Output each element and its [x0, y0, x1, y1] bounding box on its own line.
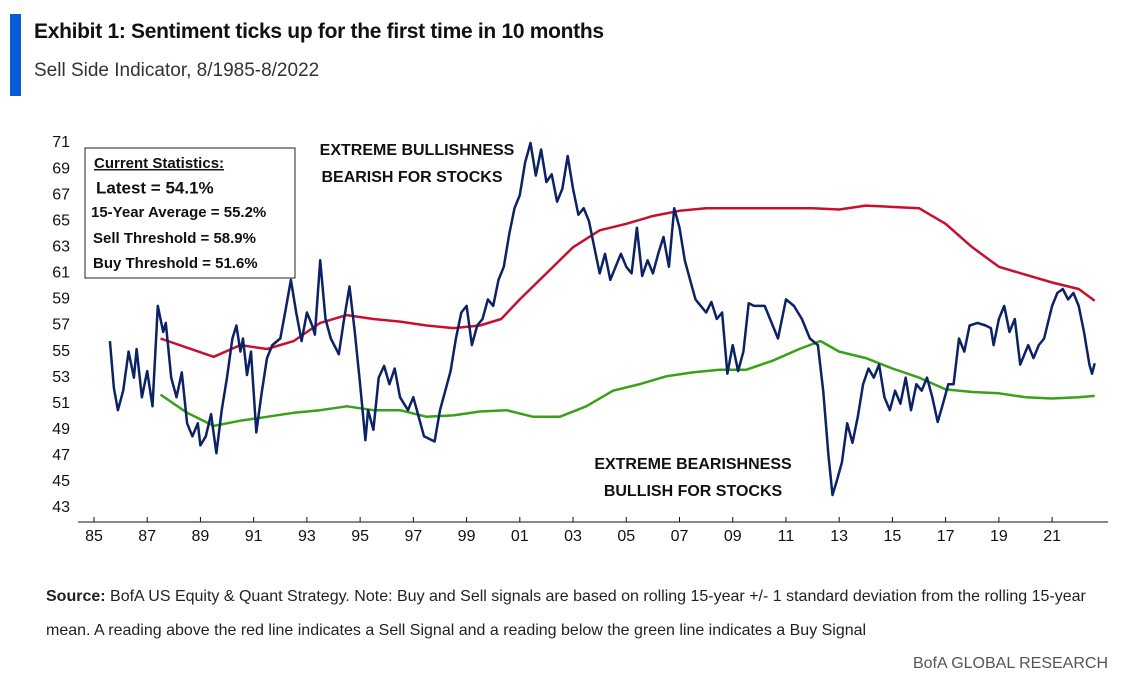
stats-box	[84, 147, 296, 279]
y-tick-label: 65	[52, 212, 70, 229]
y-tick-label: 67	[52, 186, 70, 203]
y-tick-label: 55	[52, 343, 70, 360]
x-tick-label: 91	[245, 528, 263, 545]
x-tick-label: 97	[404, 528, 422, 545]
y-tick-label: 59	[52, 291, 70, 308]
source-text: BofA US Equity & Quant Strategy. Note: B…	[46, 588, 1086, 639]
annotation: EXTREME BEARISHNESS	[594, 456, 792, 473]
y-tick-label: 63	[52, 239, 70, 256]
series-line	[160, 204, 1096, 359]
source-label: Source:	[46, 588, 106, 605]
y-tick-label: 69	[52, 160, 70, 177]
x-tick-label: 05	[617, 528, 635, 545]
chart-subtitle: Sell Side Indicator, 8/1985-8/2022	[34, 60, 320, 81]
x-tick-label: 19	[990, 528, 1008, 545]
x-tick-label: 01	[511, 528, 529, 545]
x-tick-label: 13	[830, 528, 848, 545]
footer: BofA GLOBAL RESEARCH	[912, 655, 1108, 672]
y-tick-label: 61	[52, 265, 70, 282]
y-tick-label: 49	[52, 421, 70, 438]
stats-line: Sell Threshold = 58.9%	[93, 230, 256, 247]
stats-line: Latest = 54.1%	[96, 178, 214, 197]
x-tick-label: 17	[937, 528, 955, 545]
y-tick-label: 53	[52, 369, 70, 386]
annotation: BEARISH FOR STOCKS	[321, 169, 502, 186]
x-tick-label: 11	[778, 528, 795, 545]
x-tick-label: 03	[564, 528, 582, 545]
stats-line: Buy Threshold = 51.6%	[93, 255, 258, 272]
x-tick-label: 89	[192, 528, 210, 545]
x-tick-label: 93	[298, 528, 316, 545]
x-tick-label: 87	[138, 528, 156, 545]
y-tick-label: 43	[52, 499, 70, 516]
x-tick-label: 15	[884, 528, 902, 545]
x-tick-label: 99	[458, 528, 476, 545]
source-note: Source: BofA US Equity & Quant Strategy.…	[46, 580, 1116, 648]
annotation: BULLISH FOR STOCKS	[604, 483, 783, 500]
x-tick-label: 21	[1043, 528, 1061, 545]
chart-title: Exhibit 1: Sentiment ticks up for the fi…	[34, 20, 604, 43]
y-tick-label: 51	[52, 395, 70, 412]
stats-line: 15-Year Average = 55.2%	[91, 204, 266, 221]
stats-heading: Current Statistics:	[94, 155, 224, 172]
accent-bar	[10, 14, 21, 96]
y-tick-label: 45	[52, 473, 70, 490]
annotation: EXTREME BULLISHNESS	[320, 142, 515, 159]
y-tick-label: 57	[52, 317, 70, 334]
y-tick-label: 47	[52, 447, 70, 464]
x-tick-label: 09	[724, 528, 742, 545]
x-tick-label: 95	[351, 528, 369, 545]
y-tick-label: 71	[52, 134, 70, 151]
x-tick-label: 85	[85, 528, 103, 545]
series-line	[108, 141, 1096, 497]
x-tick-label: 07	[671, 528, 689, 545]
